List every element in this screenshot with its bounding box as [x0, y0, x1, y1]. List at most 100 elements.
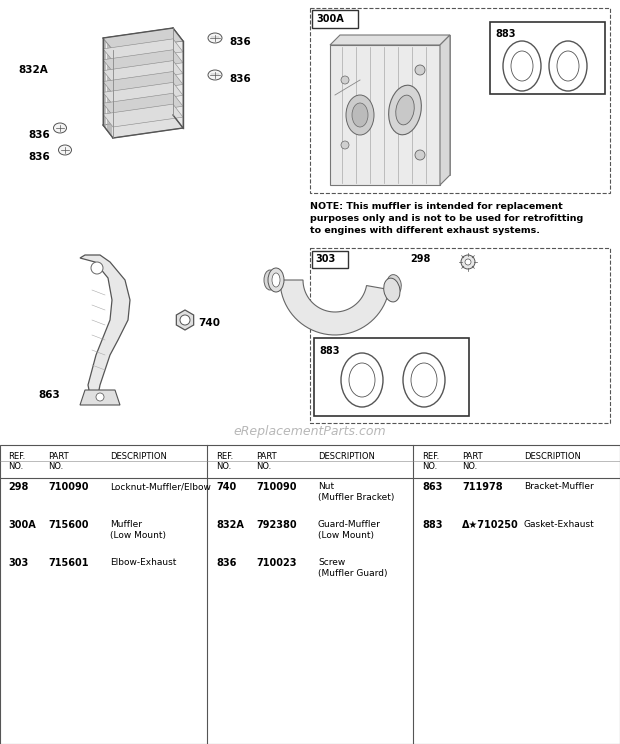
Text: 832A: 832A: [216, 520, 244, 530]
Text: NO.: NO.: [422, 462, 437, 471]
Polygon shape: [280, 280, 389, 335]
Text: 303: 303: [315, 254, 335, 264]
Ellipse shape: [208, 33, 222, 43]
Circle shape: [96, 393, 104, 401]
Text: 740: 740: [198, 318, 220, 328]
Text: Δ★710250: Δ★710250: [462, 520, 519, 530]
Circle shape: [415, 65, 425, 75]
Text: Screw
(Muffler Guard): Screw (Muffler Guard): [318, 558, 388, 578]
Text: 710023: 710023: [256, 558, 296, 568]
Circle shape: [461, 255, 475, 269]
Ellipse shape: [208, 70, 222, 80]
Polygon shape: [103, 38, 113, 138]
Polygon shape: [330, 45, 440, 185]
Ellipse shape: [268, 268, 284, 292]
Polygon shape: [330, 35, 450, 45]
Text: NO.: NO.: [256, 462, 272, 471]
Bar: [0, 445, 620, 744]
Polygon shape: [103, 50, 183, 72]
Polygon shape: [103, 60, 183, 83]
Text: Gasket-Exhaust: Gasket-Exhaust: [524, 520, 595, 529]
Text: 711978: 711978: [462, 482, 503, 492]
Ellipse shape: [346, 95, 374, 135]
Text: 740: 740: [216, 482, 236, 492]
Polygon shape: [103, 28, 183, 50]
Polygon shape: [340, 35, 450, 175]
Text: Bracket-Muffler: Bracket-Muffler: [524, 482, 594, 491]
Polygon shape: [80, 255, 130, 395]
Ellipse shape: [384, 278, 400, 302]
Circle shape: [91, 262, 103, 274]
Polygon shape: [103, 104, 183, 127]
Text: PART: PART: [256, 452, 277, 461]
Text: NO.: NO.: [48, 462, 63, 471]
Bar: [490, 22, 605, 94]
Polygon shape: [103, 93, 183, 116]
Ellipse shape: [387, 275, 401, 295]
Text: 863: 863: [422, 482, 443, 492]
Bar: [314, 338, 469, 416]
Polygon shape: [103, 71, 183, 94]
Ellipse shape: [503, 41, 541, 91]
Text: NO.: NO.: [8, 462, 24, 471]
Ellipse shape: [352, 103, 368, 127]
Polygon shape: [103, 115, 183, 138]
Text: 883: 883: [495, 29, 515, 39]
Text: 836: 836: [229, 37, 250, 47]
Ellipse shape: [264, 270, 276, 290]
Text: 832A: 832A: [18, 65, 48, 75]
Text: 300A: 300A: [8, 520, 36, 530]
Text: eReplacementParts.com: eReplacementParts.com: [234, 426, 386, 438]
Bar: [310, 8, 610, 193]
Ellipse shape: [396, 95, 414, 125]
Circle shape: [180, 315, 190, 325]
Ellipse shape: [389, 86, 422, 135]
Text: 715600: 715600: [48, 520, 89, 530]
Text: 883: 883: [319, 346, 340, 356]
Ellipse shape: [411, 363, 437, 397]
Text: Elbow-Exhaust: Elbow-Exhaust: [110, 558, 176, 567]
Circle shape: [341, 76, 349, 84]
Circle shape: [415, 150, 425, 160]
Bar: [312, 10, 358, 28]
Bar: [310, 248, 610, 423]
Text: REF.: REF.: [216, 452, 233, 461]
Text: NOTE: This muffler is intended for replacement
purposes only and is not to be us: NOTE: This muffler is intended for repla…: [310, 202, 583, 235]
Text: Guard-Muffler
(Low Mount): Guard-Muffler (Low Mount): [318, 520, 381, 540]
Ellipse shape: [58, 145, 71, 155]
Ellipse shape: [349, 363, 375, 397]
Ellipse shape: [511, 51, 533, 81]
Polygon shape: [103, 28, 183, 50]
Ellipse shape: [549, 41, 587, 91]
Text: 298: 298: [8, 482, 29, 492]
Ellipse shape: [272, 273, 280, 287]
Text: 710090: 710090: [48, 482, 89, 492]
Text: 300A: 300A: [316, 14, 343, 24]
Text: PART: PART: [48, 452, 69, 461]
Ellipse shape: [557, 51, 579, 81]
Text: 710090: 710090: [256, 482, 296, 492]
Text: NO.: NO.: [216, 462, 231, 471]
Circle shape: [465, 259, 471, 265]
Text: 836: 836: [229, 74, 250, 84]
Polygon shape: [103, 83, 183, 105]
Text: 298: 298: [410, 254, 430, 264]
Text: 715601: 715601: [48, 558, 89, 568]
Text: 836: 836: [28, 130, 50, 140]
Ellipse shape: [403, 353, 445, 407]
Text: REF.: REF.: [422, 452, 439, 461]
Bar: [312, 251, 348, 268]
Ellipse shape: [53, 123, 66, 133]
Polygon shape: [173, 28, 183, 128]
Circle shape: [341, 141, 349, 149]
Text: 303: 303: [8, 558, 29, 568]
Polygon shape: [440, 35, 450, 185]
Text: 863: 863: [38, 390, 60, 400]
Text: Muffler
(Low Mount): Muffler (Low Mount): [110, 520, 166, 540]
Text: 792380: 792380: [256, 520, 296, 530]
Polygon shape: [103, 39, 183, 61]
Text: Locknut-Muffler/Elbow: Locknut-Muffler/Elbow: [110, 482, 211, 491]
Ellipse shape: [341, 353, 383, 407]
Text: 883: 883: [422, 520, 443, 530]
Text: NO.: NO.: [462, 462, 477, 471]
